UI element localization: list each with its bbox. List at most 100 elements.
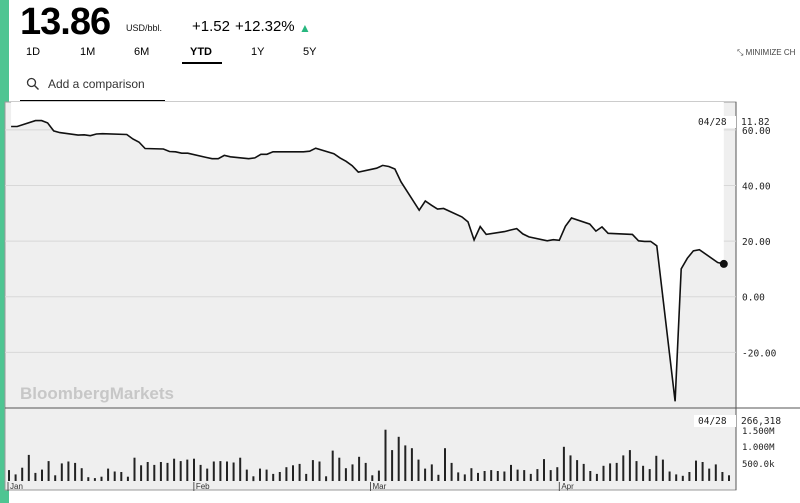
volume-bar (351, 464, 354, 481)
volume-bar (681, 475, 684, 481)
volume-bar (265, 469, 268, 481)
volume-bar (292, 465, 294, 481)
volume-tick-label: 1.500M (742, 427, 775, 437)
volume-bar (34, 472, 37, 481)
tab-1m[interactable]: 1M (80, 46, 96, 58)
volume-bar (173, 458, 176, 481)
volume-bar (688, 472, 691, 481)
volume-bar (14, 474, 17, 481)
volume-bar (87, 477, 90, 481)
volume-bar (430, 464, 433, 481)
volume-bar (615, 462, 618, 481)
volume-bar (298, 463, 301, 481)
volume-bar (318, 461, 321, 481)
volume-bar (404, 445, 407, 481)
volume-bar (543, 459, 545, 481)
last-price: 13.86 (20, 1, 111, 43)
volume-bar (589, 471, 592, 481)
volume-bar (397, 436, 400, 481)
volume-bar (628, 450, 631, 481)
tab-1y[interactable]: 1Y (251, 46, 265, 58)
volume-bar (305, 473, 308, 481)
volume-date-label-box (694, 415, 736, 427)
minimize-chart-button[interactable]: ⤡ MINIMIZE CH (737, 48, 795, 58)
volume-bar (344, 468, 347, 481)
volume-bar (93, 478, 96, 481)
volume-bar (21, 467, 24, 481)
volume-bar (120, 472, 123, 481)
volume-bar (437, 474, 440, 481)
volume-bar (212, 461, 215, 481)
tab-5y[interactable]: 5Y (303, 46, 317, 58)
volume-bar (490, 470, 493, 481)
volume-bar (272, 473, 275, 481)
volume-bar (503, 471, 506, 481)
volume-bar (516, 469, 519, 481)
volume-bar (496, 471, 499, 481)
minimize-label: MINIMIZE CH (745, 48, 796, 57)
volume-tick-label: 500.0k (742, 460, 775, 470)
volume-bar (391, 450, 394, 481)
volume-bar (483, 471, 486, 481)
volume-bar (635, 461, 638, 481)
last-point-marker (719, 259, 728, 268)
volume-bar (27, 454, 30, 481)
volume-bar (510, 464, 512, 481)
volume-bar (311, 460, 314, 481)
volume-bar (529, 473, 532, 481)
price-change: +1.52 (192, 18, 230, 35)
price-unit: USD/bbl. (126, 23, 163, 33)
volume-bar (278, 472, 281, 481)
volume-date-label: 04/28 (698, 416, 727, 427)
volume-bar (410, 448, 413, 481)
volume-bar (384, 429, 387, 481)
volume-bar (661, 459, 664, 481)
volume-bar (232, 462, 235, 481)
y-tick-label: 20.00 (742, 237, 771, 248)
tab-ytd[interactable]: YTD (182, 46, 222, 64)
volume-axis: 1.500M 1.000M 500.0k (742, 427, 775, 470)
volume-bar (602, 465, 605, 481)
x-tick-label: Feb (196, 482, 210, 491)
x-axis: Jan Feb Mar Apr (7, 482, 574, 491)
y-tick-label: 0.00 (742, 293, 765, 304)
volume-bar (562, 446, 565, 481)
volume-bar (708, 468, 711, 481)
y-axis: 60.00 40.00 20.00 0.00 -20.00 (742, 126, 777, 360)
volume-bar (100, 476, 103, 481)
volume-bar (74, 462, 77, 481)
volume-bar (364, 462, 367, 481)
price-line (11, 119, 724, 402)
volume-bar (67, 461, 70, 481)
volume-bar (377, 470, 380, 481)
volume-bar (582, 463, 585, 481)
volume-bar (133, 457, 136, 481)
volume-bar (477, 472, 479, 481)
volume-bar (463, 474, 466, 481)
date-label-box (694, 116, 736, 128)
volume-bar (450, 462, 453, 481)
volume-bar (371, 475, 374, 481)
tab-6m[interactable]: 6M (134, 46, 150, 58)
volume-bar (146, 462, 149, 481)
price-area (11, 102, 724, 402)
volume-bar (668, 471, 671, 481)
minimize-icon: ⤡ (737, 48, 744, 57)
volume-tick-label: 1.000M (742, 443, 775, 453)
volume-bar (54, 475, 57, 481)
volume-bar (695, 460, 697, 481)
volume-bar (219, 461, 222, 481)
tab-1d[interactable]: 1D (26, 46, 41, 58)
volume-bar (159, 462, 162, 481)
volume-bar (675, 474, 678, 481)
last-value-label: 11.82 (741, 117, 770, 128)
volume-bar (556, 467, 559, 481)
volume-bar (153, 464, 156, 481)
volume-bar (457, 472, 460, 481)
comparison-input[interactable] (46, 76, 168, 92)
volume-bar (701, 462, 704, 481)
volume-bar (358, 456, 361, 481)
last-date-label: 04/28 (698, 117, 727, 128)
volume-bar (8, 470, 10, 481)
y-tick-label: -20.00 (742, 348, 777, 359)
